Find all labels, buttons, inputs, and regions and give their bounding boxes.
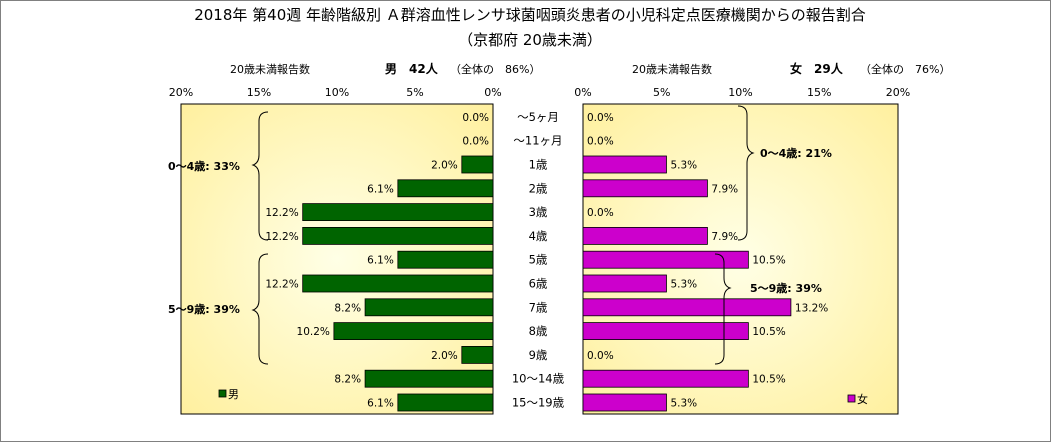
category-label: 7歳 [529,300,548,314]
category-labels: ～5ヶ月 ～11ヶ月 1歳 2歳 3歳 4歳 5歳 6歳 7歳 8歳 9歳 10～14歳 15～19歳 [512,110,565,410]
female-tick-label: 0% [574,86,591,99]
female-value-label: 0.0% [587,350,614,362]
female-value-label: 0.0% [587,207,614,219]
category-label: 5歳 [529,253,548,267]
male-bar [397,179,494,198]
male-legend-swatch [218,389,227,398]
chart-subtitle: （京都府 20歳未満） [458,31,602,49]
male-group-5-9: 5～9歳: 39% [168,302,240,316]
bars [302,155,792,412]
female-bar [582,155,667,174]
male-tick-label: 5% [406,86,423,99]
male-value-label: 6.1% [367,398,394,410]
female-value-label: 10.5% [752,255,785,267]
male-value-label: 8.2% [334,302,361,314]
value-labels: 0.0% 0.0% 0.0% 0.0% 2.0% 5.3% 6.1% 7.9% 12.2% 0.0… [265,112,828,410]
male-header: 20歳未満報告数 [230,63,310,76]
male-bar [364,298,494,317]
female-value-label: 7.9% [711,183,738,195]
male-tick-label: 15% [247,86,271,99]
category-label: 6歳 [529,277,548,291]
female-tick-label: 20% [886,86,910,99]
female-bar [582,298,792,317]
category-label: 2歳 [529,181,548,195]
male-value-label: 8.2% [334,374,361,386]
category-label: ～5ヶ月 [517,110,559,124]
female-value-label: 7.9% [711,231,738,243]
female-bar [582,179,708,198]
female-tick-label: 5% [653,86,670,99]
male-value-label: 6.1% [367,255,394,267]
female-brace-5-9 [714,253,732,365]
female-bar [582,322,749,341]
chart-title: 2018年 第40週 年齢階級別 Ａ群溶血性レンサ球菌咽頭炎患者の小児科定点医療… [194,6,866,24]
male-tick-label: 10% [325,86,349,99]
female-value-label: 5.3% [670,160,697,172]
male-bar [461,345,494,364]
female-legend-swatch [847,394,856,403]
male-value-label: 0.0% [462,136,489,148]
male-count: 男 42人 [385,61,439,76]
male-bar [461,155,494,174]
female-value-label: 13.2% [795,302,828,314]
male-tick-label: 20% [169,86,193,99]
female-value-label: 5.3% [670,279,697,291]
category-label: 4歳 [529,229,548,243]
female-bar [582,393,667,412]
female-bar [582,226,708,245]
female-value-label: 0.0% [587,112,614,124]
female-tick-label: 10% [728,86,752,99]
male-value-label: 0.0% [462,112,489,124]
male-bar [302,274,494,293]
category-label: 1歳 [529,158,548,172]
male-bar [333,322,494,341]
male-legend-label: 男 [228,388,239,401]
male-share: （全体の 86%） [450,62,540,76]
female-header: 20歳未満報告数 [632,63,712,76]
female-count: 女 29人 [790,61,844,76]
male-value-label: 12.2% [265,207,298,219]
female-bar [582,369,749,388]
female-value-label: 0.0% [587,136,614,148]
male-brace-0-4 [251,111,269,241]
male-bar [397,393,494,412]
category-label: 9歳 [529,348,548,362]
male-value-label: 2.0% [431,350,458,362]
female-value-label: 10.5% [752,326,785,338]
male-bar [302,203,494,222]
female-value-label: 10.5% [752,374,785,386]
female-brace-0-4 [737,105,755,241]
category-label: ～11ヶ月 [513,134,562,148]
male-tick-label: 0% [484,86,501,99]
female-bar [582,274,667,293]
female-tick-label: 15% [807,86,831,99]
female-legend-label: 女 [857,392,868,406]
axis-ticks: 20% 15% 10% 5% 0% 0% 5% 10% 15% 20% [169,86,910,99]
category-label: 10～14歳 [512,372,565,386]
male-bar [397,250,494,269]
category-label: 3歳 [529,205,548,219]
female-group-5-9: 5～9歳: 39% [750,281,822,295]
female-value-label: 5.3% [670,398,697,410]
female-share: （全体の 76%） [860,62,950,76]
male-bar [364,369,494,388]
male-value-label: 6.1% [367,183,394,195]
female-group-0-4: 0～4歳: 21% [760,146,832,160]
category-label: 8歳 [529,324,548,338]
male-group-0-4: 0～4歳: 33% [168,159,240,173]
male-value-label: 12.2% [265,279,298,291]
male-value-label: 10.2% [297,326,330,338]
female-bar [582,250,749,269]
male-brace-5-9 [251,253,269,365]
male-bar [302,226,494,245]
category-label: 15～19歳 [512,396,565,410]
male-value-label: 2.0% [431,160,458,172]
male-value-label: 12.2% [265,231,298,243]
